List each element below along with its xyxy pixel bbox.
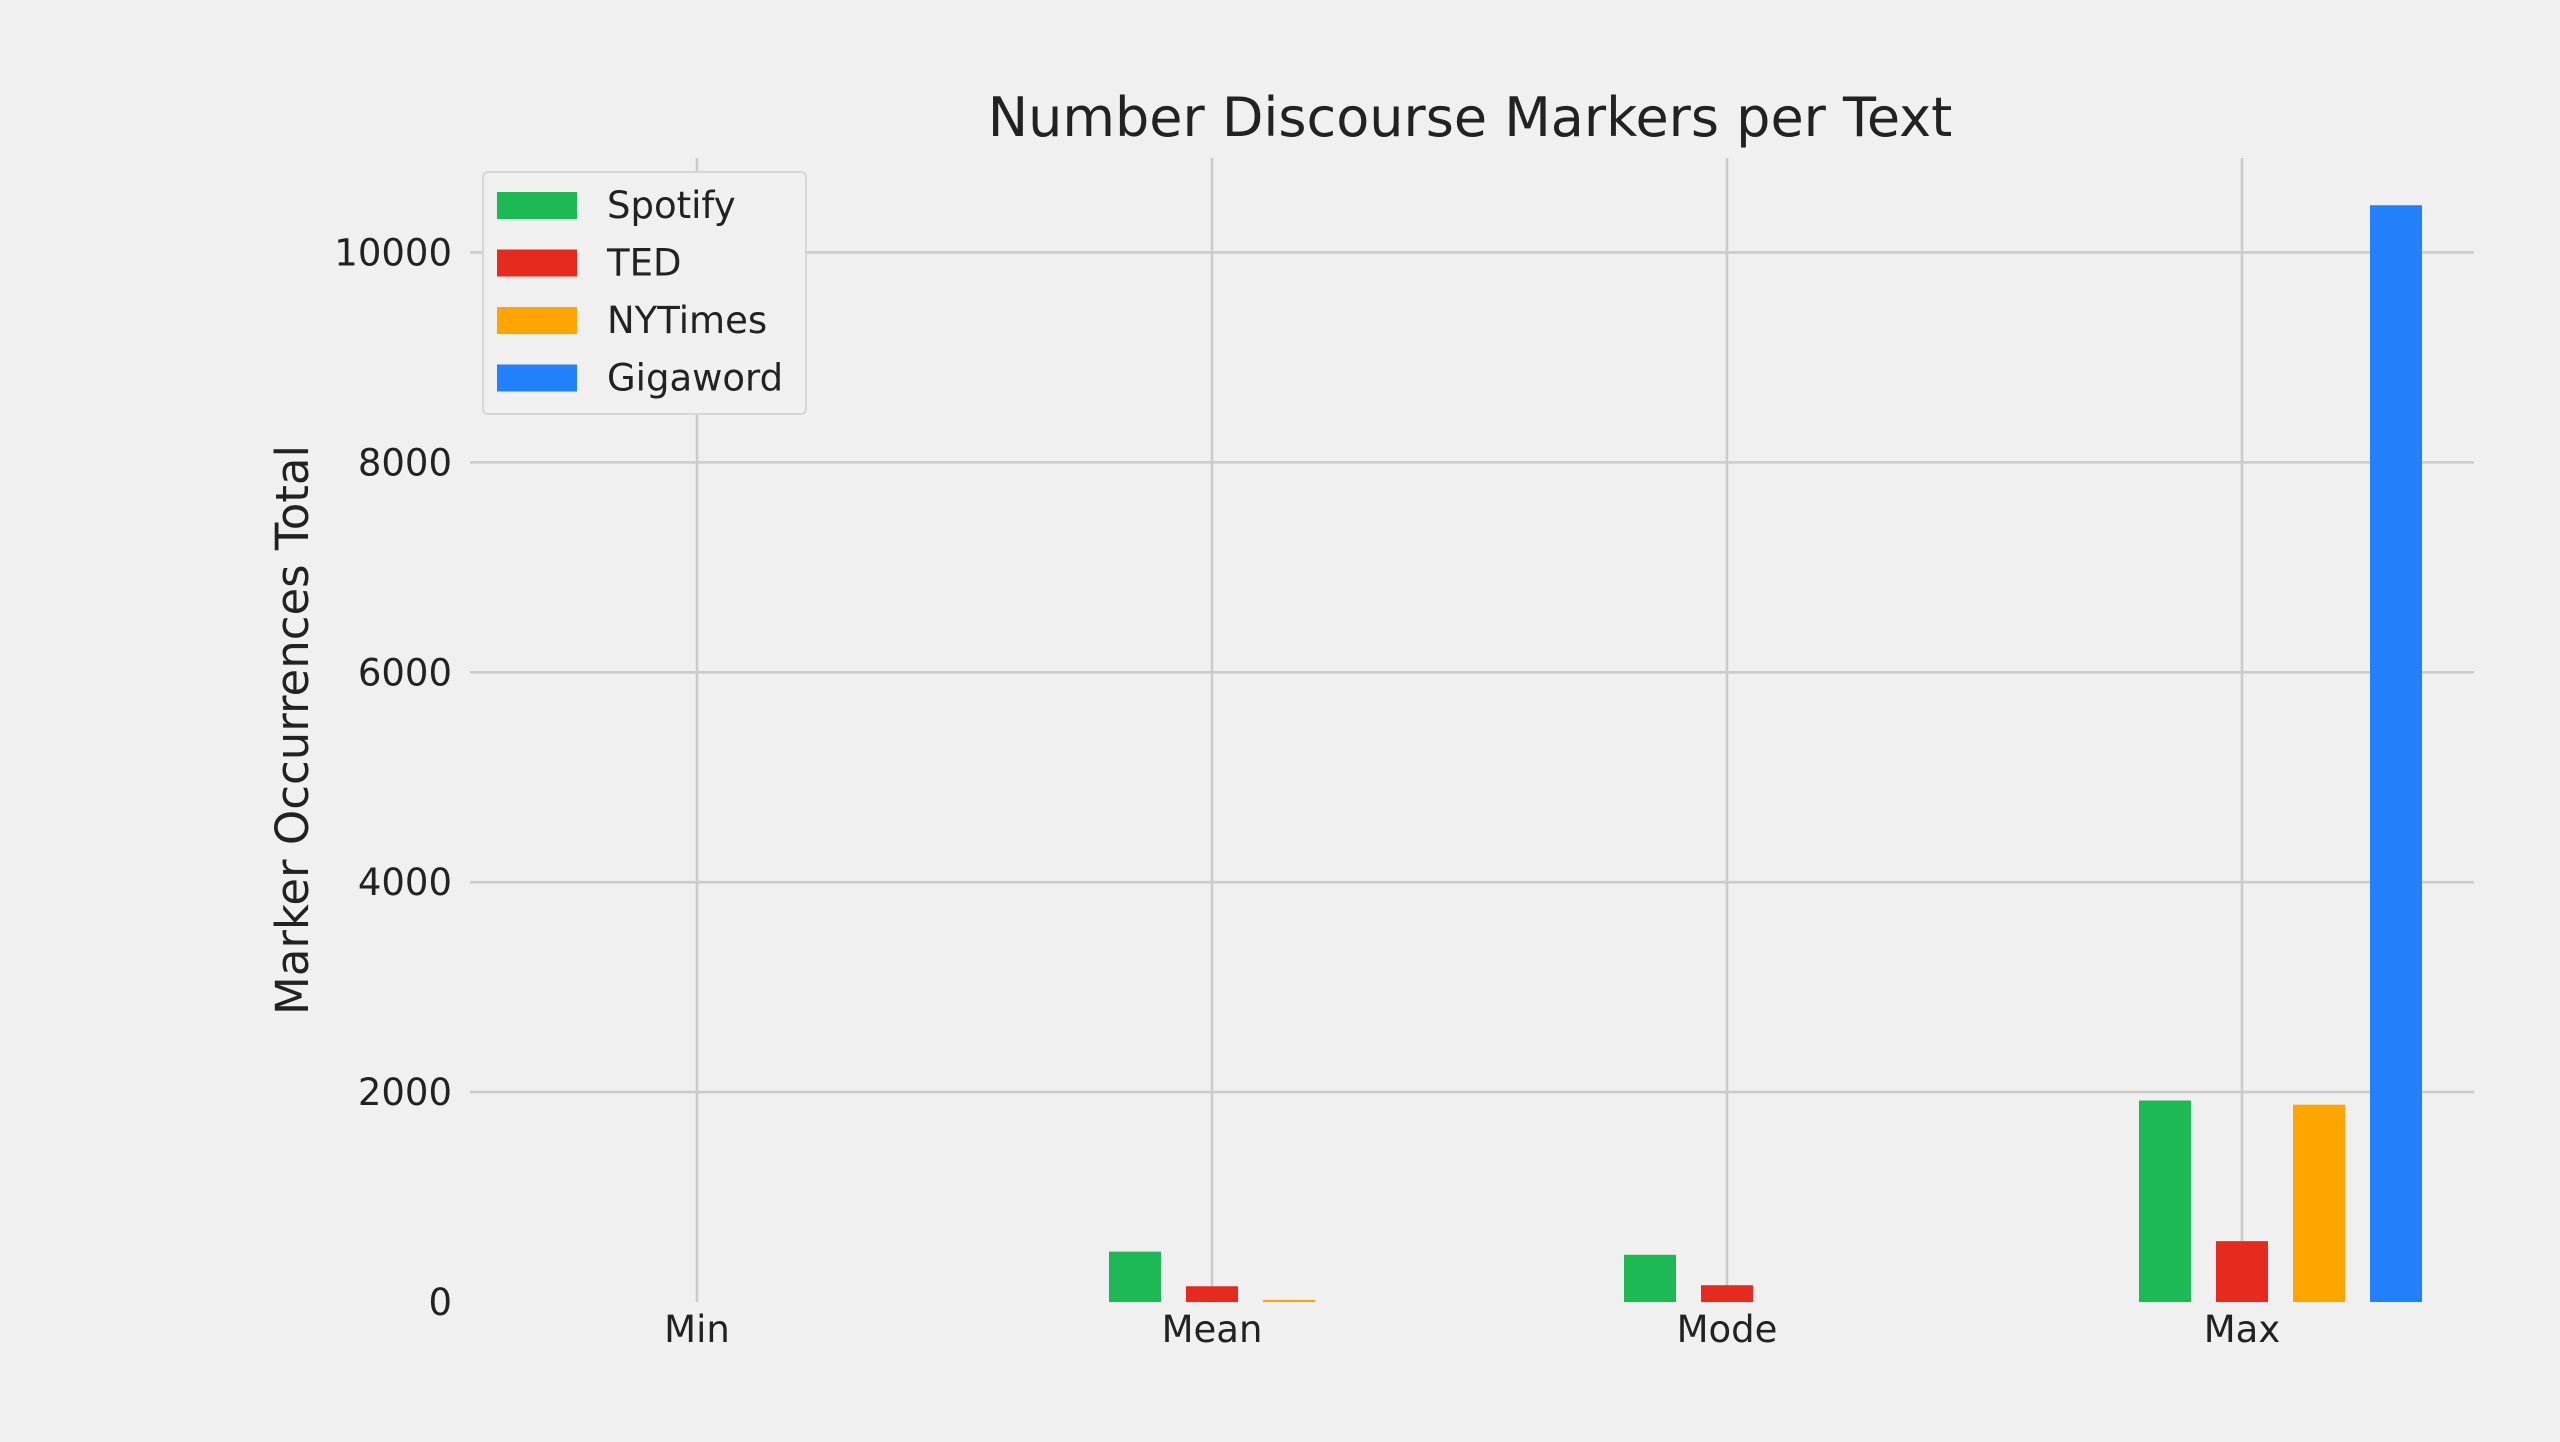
bar-gigaword — [2370, 205, 2422, 1302]
bar-nytimes — [2293, 1104, 2345, 1302]
bar-ted — [1186, 1286, 1238, 1302]
bars — [1109, 205, 2422, 1302]
legend-label-gigaword: Gigaword — [607, 357, 783, 400]
bar-spotify — [1624, 1254, 1676, 1302]
tick-labels: 0 2000 4000 6000 8000 10000 Min Mean Mode Max — [334, 231, 2280, 1351]
bar-ted — [1701, 1285, 1753, 1302]
legend-label-ted: TED — [606, 242, 681, 285]
bar-ted — [2216, 1241, 2268, 1302]
legend-swatch-nytimes — [497, 307, 577, 334]
x-tick-label: Max — [2204, 1308, 2281, 1351]
legend-label-spotify: Spotify — [607, 184, 736, 227]
chart-title: Number Discourse Markers per Text — [988, 86, 1953, 149]
legend-label-nytimes: NYTimes — [607, 299, 767, 342]
legend-frame — [482, 171, 807, 415]
y-axis-label: Marker Occurrences Total — [266, 445, 319, 1015]
legend-swatch-ted — [497, 249, 577, 277]
legend: Spotify TED NYTimes Gigaword — [482, 171, 807, 415]
x-tick-label: Min — [664, 1308, 730, 1351]
legend-swatch-gigaword — [497, 364, 577, 392]
y-tick-label: 2000 — [358, 1071, 452, 1114]
bar-spotify — [1109, 1251, 1161, 1302]
y-tick-label: 6000 — [358, 651, 452, 694]
bar-spotify — [2139, 1100, 2191, 1302]
bar-nytimes — [1263, 1299, 1315, 1302]
legend-swatch-spotify — [497, 192, 577, 219]
y-tick-label: 4000 — [358, 861, 452, 904]
x-tick-label: Mean — [1162, 1308, 1263, 1351]
y-tick-label: 8000 — [358, 441, 452, 484]
y-tick-label: 0 — [428, 1281, 452, 1324]
x-tick-label: Mode — [1677, 1308, 1778, 1351]
y-tick-label: 10000 — [334, 231, 452, 274]
